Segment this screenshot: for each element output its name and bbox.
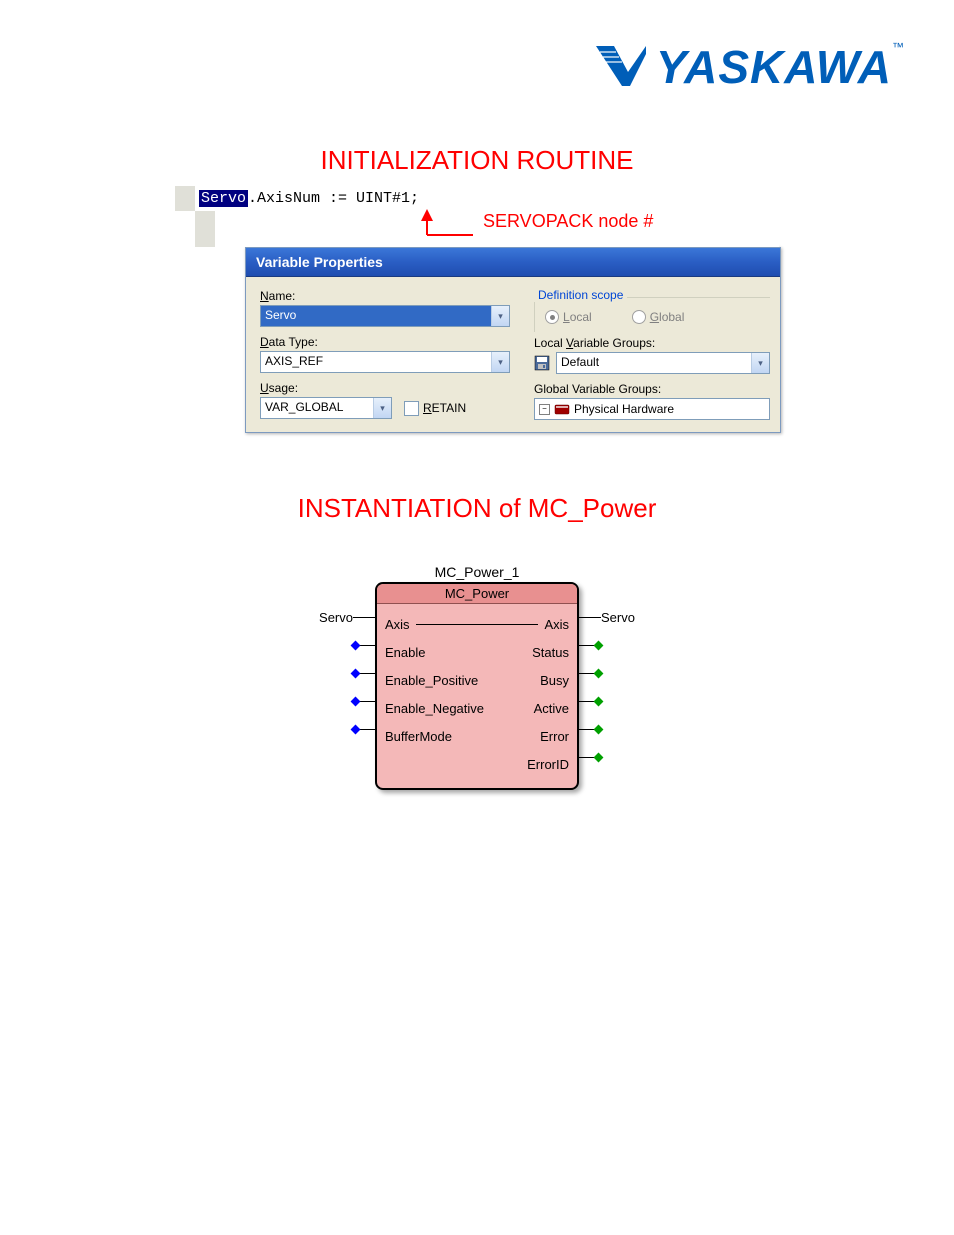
global-radio[interactable]: Global [632, 310, 685, 324]
fb-block: MC_Power Axis Axis Servo Servo [375, 582, 579, 790]
pin-in-icon [351, 641, 361, 651]
defscope-label: Definition scope [534, 289, 770, 303]
lvg-input[interactable]: Default ▾ [556, 352, 770, 374]
global-radio-label: Global [650, 310, 685, 324]
fb-row-enable-negative: Enable_Negative Active [385, 694, 569, 722]
usage-input[interactable]: VAR_GLOBAL ▾ [260, 397, 392, 419]
save-icon[interactable] [534, 355, 550, 371]
fb-row-enable: Enable Status [385, 638, 569, 666]
logo-text: YASKAWA [656, 41, 892, 93]
fb-output-busy: Busy [540, 673, 569, 688]
arrow-icon [415, 209, 479, 239]
pin-in-icon [351, 697, 361, 707]
name-label: Name: [260, 289, 510, 303]
code-line: Servo.AxisNum := UINT#1; [175, 186, 779, 211]
name-dropdown-icon[interactable]: ▾ [491, 306, 509, 326]
gvg-tree-item: Physical Hardware [574, 402, 674, 416]
local-radio-label: Local [563, 310, 592, 324]
fb-left-var-servo: Servo [319, 610, 353, 625]
fb-output-axis: Axis [544, 617, 569, 632]
arrow-label: SERVOPACK node # [483, 211, 653, 232]
code-rest: .AxisNum := UINT#1; [248, 190, 419, 207]
fb-output-errorid: ErrorID [527, 757, 569, 772]
pin-out-icon [594, 669, 604, 679]
fb-input-axis: Axis [385, 617, 410, 632]
usage-label: Usage: [260, 381, 510, 395]
fb-right-var-servo: Servo [601, 610, 635, 625]
fb-input-enable-negative: Enable_Negative [385, 701, 484, 716]
usage-dropdown-icon[interactable]: ▾ [373, 398, 391, 418]
heading-initialization: INITIALIZATION ROUTINE [0, 145, 954, 176]
fb-row-buffermode: BufferMode Error [385, 722, 569, 750]
dialog-title: Variable Properties [246, 248, 780, 277]
fb-row-errorid: ErrorID [385, 750, 569, 778]
fb-output-active: Active [534, 701, 569, 716]
gvg-tree[interactable]: − Physical Hardware [534, 398, 770, 420]
checkbox-icon [404, 401, 419, 416]
retain-checkbox[interactable]: RETAIN [404, 401, 466, 416]
name-input[interactable]: Servo ▾ [260, 305, 510, 327]
logo-mark-icon [594, 44, 648, 90]
name-value: Servo [261, 306, 491, 326]
tree-collapse-icon[interactable]: − [539, 404, 550, 415]
datatype-dropdown-icon[interactable]: ▾ [491, 352, 509, 372]
fb-input-enable: Enable [385, 645, 425, 660]
hardware-icon [554, 402, 570, 416]
heading-instantiation: INSTANTIATION of MC_Power [0, 493, 954, 524]
fb-instance-name: MC_Power_1 [297, 564, 657, 580]
fb-row-enable-positive: Enable_Positive Busy [385, 666, 569, 694]
pin-out-icon [594, 753, 604, 763]
logo-area: YASKAWA™ [0, 0, 954, 115]
fb-input-buffermode: BufferMode [385, 729, 452, 744]
arrow-annotation: SERVOPACK node # [195, 211, 779, 247]
datatype-value: AXIS_REF [261, 352, 491, 372]
fb-output-error: Error [540, 729, 569, 744]
fb-input-enable-positive: Enable_Positive [385, 673, 478, 688]
pin-out-icon [594, 697, 604, 707]
fb-row-axis: Axis Axis Servo Servo [385, 610, 569, 638]
pin-in-icon [351, 669, 361, 679]
lvg-label: Local Variable Groups: [534, 336, 770, 350]
function-block-diagram: MC_Power_1 MC_Power Axis Axis Servo Serv… [297, 564, 657, 790]
code-highlighted-var: Servo [199, 190, 248, 207]
lvg-dropdown-icon[interactable]: ▾ [751, 353, 769, 373]
init-routine-screenshot: Servo.AxisNum := UINT#1; SERVOPACK node … [175, 186, 779, 433]
fb-output-status: Status [532, 645, 569, 660]
gvg-label: Global Variable Groups: [534, 382, 770, 396]
yaskawa-logo: YASKAWA™ [594, 40, 904, 94]
usage-value: VAR_GLOBAL [261, 398, 373, 418]
fb-type-name: MC_Power [377, 584, 577, 604]
local-radio[interactable]: Local [545, 310, 592, 324]
datatype-input[interactable]: AXIS_REF ▾ [260, 351, 510, 373]
retain-label: RETAIN [423, 401, 466, 415]
variable-properties-dialog: Variable Properties Name: Servo ▾ Data T… [245, 247, 781, 433]
pin-in-icon [351, 725, 361, 735]
datatype-label: Data Type: [260, 335, 510, 349]
lvg-value: Default [557, 353, 751, 373]
logo-trademark: ™ [892, 40, 904, 54]
pin-out-icon [594, 641, 604, 651]
pin-out-icon [594, 725, 604, 735]
